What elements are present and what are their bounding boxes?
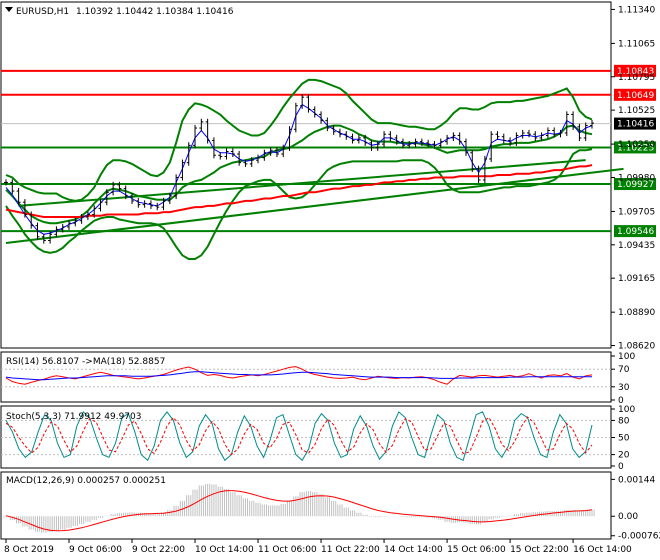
macd-title: MACD(12,26,9) 0.000257 0.000251 — [6, 476, 166, 486]
rsi-tick-label: 70 — [618, 365, 630, 375]
price-axis: 1.11340 1.11065 1.10795 1.10525 1.10250 1.099… — [611, 5, 655, 352]
trendlines — [5, 159, 624, 244]
price-tick-label: 1.08890 — [618, 308, 655, 318]
symbol-label: EURUSD,H1 — [16, 7, 69, 17]
macd-tick-label: 0.00144 — [618, 475, 655, 485]
macd-panel-frame — [0, 471, 612, 540]
level-label: 1.10843 — [617, 67, 654, 77]
price-tick-label: 1.10795 — [618, 73, 655, 83]
bb_lower-line — [5, 148, 593, 260]
level-label: 1.10649 — [617, 91, 654, 101]
collapse-triangle-icon[interactable] — [5, 7, 13, 12]
stoch-tick-label: 50 — [618, 434, 630, 444]
price-bars — [4, 94, 594, 244]
time-tick-label: 15 Oct 22:00 — [510, 545, 569, 555]
price-panel-frame — [0, 1, 612, 349]
price-indicators — [5, 78, 593, 260]
time-tick-label: 10 Oct 14:00 — [195, 545, 254, 555]
time-tick-label: 11 Oct 06:00 — [258, 545, 317, 555]
rsi_ma-line — [5, 371, 592, 381]
time-axis: 8 Oct 2019 9 Oct 06:00 9 Oct 22:00 10 Oct 1… — [4, 539, 632, 555]
level-tag — [614, 88, 656, 101]
rsi-line — [5, 366, 593, 385]
price-tick-label: 1.09980 — [618, 173, 655, 183]
rsi-panel-frame — [0, 351, 612, 403]
stoch-tick-label: 0 — [618, 462, 624, 472]
level-tag — [614, 64, 656, 77]
level-tag — [614, 141, 656, 154]
price-tick-label: 1.09435 — [618, 241, 655, 251]
current-price-label: 1.10416 — [617, 120, 654, 130]
rsi-title: RSI(14) 56.8107 ->MA(18) 52.8857 — [6, 357, 165, 367]
level-tag — [614, 178, 656, 191]
price-tick-label: 1.10250 — [618, 140, 655, 150]
ma_fast-line — [5, 103, 593, 235]
time-tick-label: 15 Oct 06:00 — [447, 545, 506, 555]
stoch_signal-line — [5, 416, 593, 456]
time-tick-label: 16 Oct 14:00 — [573, 545, 632, 555]
level-label: 1.09927 — [617, 180, 654, 190]
time-tick-label: 9 Oct 22:00 — [132, 545, 185, 555]
time-tick-label: 9 Oct 06:00 — [69, 545, 122, 555]
rsi-tick-label: 30 — [618, 383, 630, 393]
price-tick-label: 1.08620 — [618, 342, 655, 352]
price-tick-label: 1.10525 — [618, 106, 655, 116]
rsi-indicator: 100 70 30 0 — [1, 352, 635, 406]
macd-tick-label: -0.000762 — [618, 532, 660, 542]
trendline — [5, 167, 624, 244]
stoch-tick-label: 100 — [618, 405, 635, 415]
time-tick-label: 14 Oct 14:00 — [384, 545, 443, 555]
price-tick-label: 1.11065 — [618, 39, 655, 49]
ohlc-readout: 1.10392 1.10442 1.10384 1.10416 — [76, 7, 234, 17]
level-tag — [614, 225, 656, 238]
price-tick-label: 1.09165 — [618, 274, 655, 284]
stoch-title: Stoch(5,3,3) 71.9912 49.9703 — [6, 412, 141, 422]
bb_upper-line — [5, 78, 593, 202]
price-tick-label: 1.09705 — [618, 207, 655, 217]
price-tick-label: 1.11340 — [618, 5, 655, 15]
macd-signal-line — [5, 490, 593, 532]
level-label: 1.10223 — [617, 143, 654, 153]
bb_mid-line — [5, 124, 593, 225]
current-price-tag — [614, 117, 656, 130]
rsi-tick-label: 100 — [618, 352, 635, 362]
stoch-tick-label: 20 — [618, 451, 630, 461]
time-tick-label: 11 Oct 22:00 — [321, 545, 380, 555]
ma_slow-line — [5, 164, 593, 218]
level-label: 1.09546 — [617, 227, 654, 237]
stoch-tick-label: 80 — [618, 416, 630, 426]
stoch_main-line — [5, 411, 593, 462]
rsi-tick-label: 0 — [618, 396, 624, 406]
macd-tick-label: 0.00 — [618, 512, 638, 522]
time-tick-label: 8 Oct 2019 — [4, 545, 54, 555]
trendline — [18, 159, 586, 207]
macd-indicator: 0.00144 0.00 -0.000762 — [3, 475, 660, 542]
